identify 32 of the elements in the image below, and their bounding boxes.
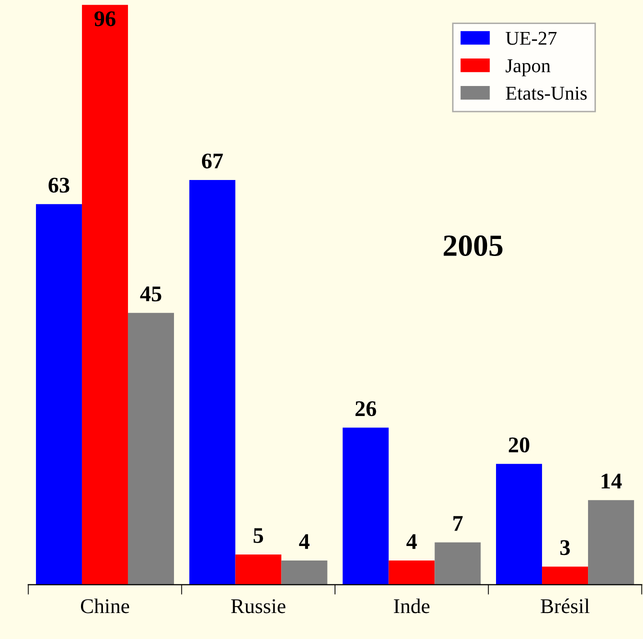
data-label: 45 [140,286,162,302]
text: 2005 [444,235,502,256]
data-label: 26 [355,401,376,416]
data-label: 20 [508,437,530,452]
data-label: 67 [202,154,223,169]
x-tick-label: Brésil [540,598,590,614]
bar [36,204,82,585]
bar [496,464,542,585]
bar [235,554,282,585]
bar [434,542,481,585]
data-label: 5 [254,528,264,544]
bar [542,566,588,585]
legend-label: Japon [506,59,550,76]
bar [388,560,435,585]
bar [281,560,328,585]
data-label: 14 [602,474,622,488]
data-label: 3 [560,540,570,556]
x-tick-label: Chine [80,598,130,614]
x-tick-label: Inde [394,598,430,614]
data-label: 4 [406,534,417,549]
data-label: 7 [453,516,463,531]
bar [82,4,128,585]
legend-label: Etats-Unis [506,86,587,100]
bar [128,312,174,585]
x-tick-label: Russie [231,599,286,614]
bar [588,500,634,585]
data-label: 63 [48,178,70,193]
data-label: 96 [94,11,116,26]
data-label: 4 [299,534,310,549]
bar [342,428,389,585]
legend-label: UE-27 [506,32,557,45]
bar [189,180,236,585]
